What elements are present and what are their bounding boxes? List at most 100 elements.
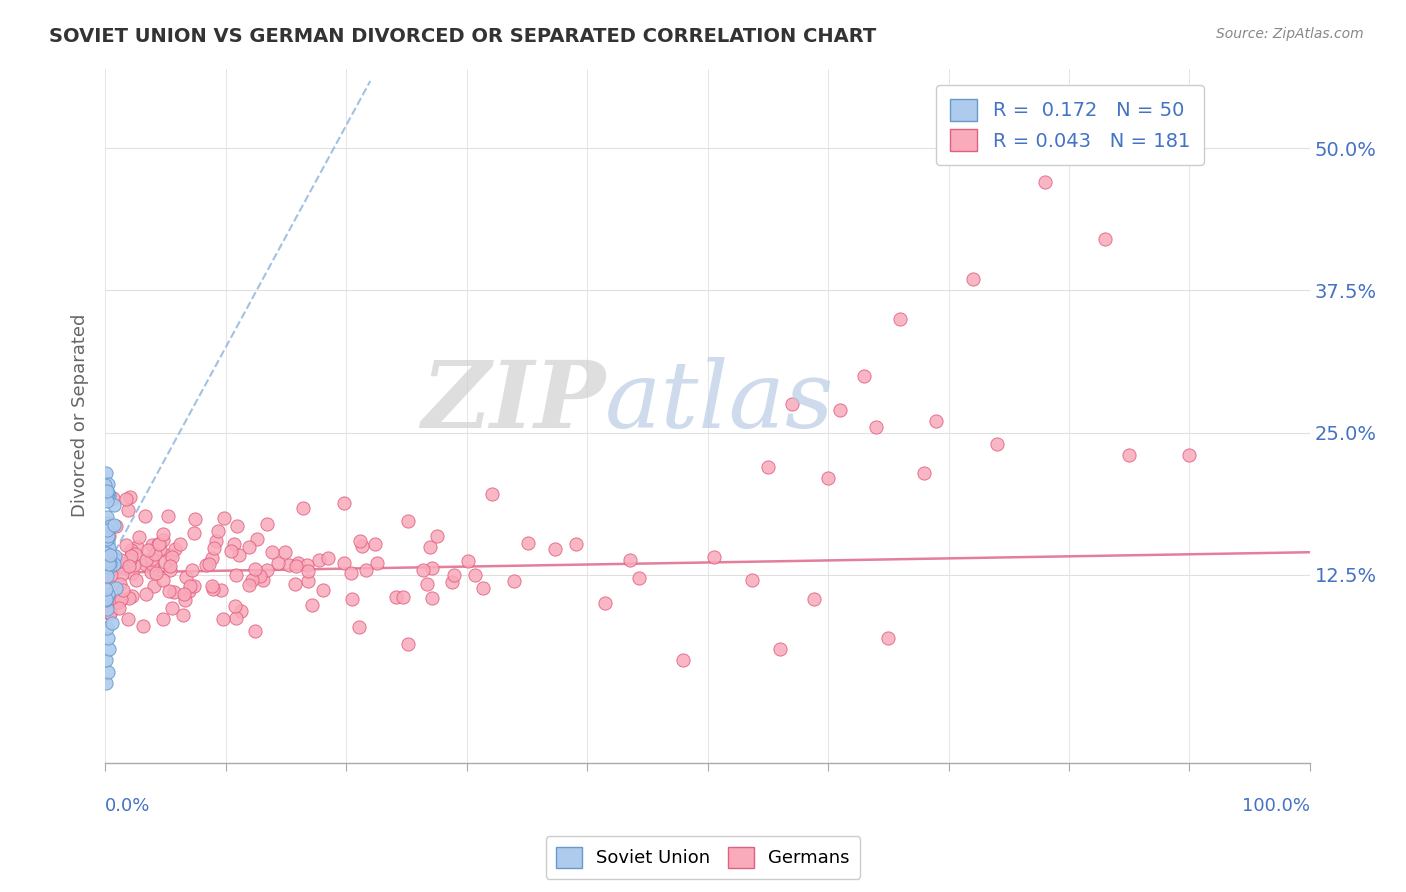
Point [249, 569, 271, 583]
Point [120, 542, 142, 557]
Point [110, 591, 132, 606]
Point [889, 312, 911, 326]
Point [277, 558, 299, 573]
Point [149, 542, 172, 557]
Text: Source: ZipAtlas.com: Source: ZipAtlas.com [1216, 27, 1364, 41]
Point [297, 564, 319, 578]
Point [440, 575, 463, 590]
Point [426, 529, 449, 543]
Point [159, 548, 181, 562]
Point [96, 533, 118, 548]
Point [564, 536, 586, 550]
Point [94, 477, 117, 491]
Point [117, 559, 139, 574]
Point [100, 606, 122, 620]
Point [756, 459, 779, 474]
Point [240, 573, 263, 587]
Point [134, 557, 156, 571]
Point [96, 621, 118, 635]
Point [148, 537, 170, 551]
Point [103, 557, 125, 571]
Point [138, 542, 160, 557]
Text: SOVIET UNION VS GERMAN DIVORCED OR SEPARATED CORRELATION CHART: SOVIET UNION VS GERMAN DIVORCED OR SEPAR… [49, 27, 876, 45]
Point [103, 551, 125, 566]
Point [262, 545, 284, 559]
Point [396, 514, 419, 528]
Point [481, 487, 503, 501]
Point [120, 553, 142, 567]
Point [1178, 449, 1201, 463]
Point [228, 548, 250, 562]
Point [741, 573, 763, 587]
Point [183, 526, 205, 541]
Point [111, 582, 134, 597]
Point [245, 561, 267, 575]
Point [865, 420, 887, 434]
Point [96, 549, 118, 563]
Point [219, 544, 242, 558]
Point [274, 545, 297, 559]
Legend: Soviet Union, Germans: Soviet Union, Germans [546, 836, 860, 879]
Point [96, 553, 118, 567]
Point [97, 477, 120, 491]
Point [224, 599, 246, 613]
Point [101, 562, 124, 576]
Point [209, 583, 232, 598]
Point [98, 548, 121, 562]
Point [287, 556, 309, 570]
Point [100, 545, 122, 559]
Point [117, 502, 139, 516]
Point [416, 577, 439, 591]
Point [238, 541, 260, 555]
Point [703, 549, 725, 564]
Point [98, 518, 121, 533]
Point [853, 368, 876, 383]
Point [97, 665, 120, 679]
Text: 0.0%: 0.0% [105, 797, 150, 815]
Point [163, 585, 186, 599]
Point [301, 599, 323, 613]
Text: ZIP: ZIP [420, 357, 605, 447]
Point [128, 530, 150, 544]
Point [925, 414, 948, 428]
Point [201, 579, 224, 593]
Point [96, 466, 118, 480]
Point [471, 581, 494, 595]
Point [98, 541, 121, 555]
Point [443, 567, 465, 582]
Point [143, 579, 166, 593]
Point [98, 557, 121, 571]
Point [100, 568, 122, 582]
Point [179, 579, 201, 593]
Point [121, 566, 143, 580]
Point [364, 537, 387, 551]
Point [120, 549, 142, 564]
Point [769, 642, 792, 657]
Point [100, 519, 122, 533]
Point [100, 550, 122, 565]
Point [96, 509, 118, 524]
Point [1033, 175, 1056, 189]
Point [115, 492, 138, 507]
Point [108, 601, 131, 615]
Point [97, 560, 120, 574]
Point [201, 582, 224, 596]
Point [284, 577, 307, 591]
Point [141, 538, 163, 552]
Point [97, 587, 120, 601]
Point [619, 553, 641, 567]
Point [194, 558, 217, 572]
Point [125, 574, 148, 588]
Point [201, 551, 224, 566]
Point [1118, 449, 1140, 463]
Point [97, 606, 120, 620]
Point [96, 541, 118, 556]
Point [516, 536, 538, 550]
Point [145, 566, 167, 580]
Point [385, 590, 408, 604]
Point [412, 563, 434, 577]
Point [125, 540, 148, 554]
Point [173, 607, 195, 622]
Point [135, 587, 157, 601]
Point [396, 637, 419, 651]
